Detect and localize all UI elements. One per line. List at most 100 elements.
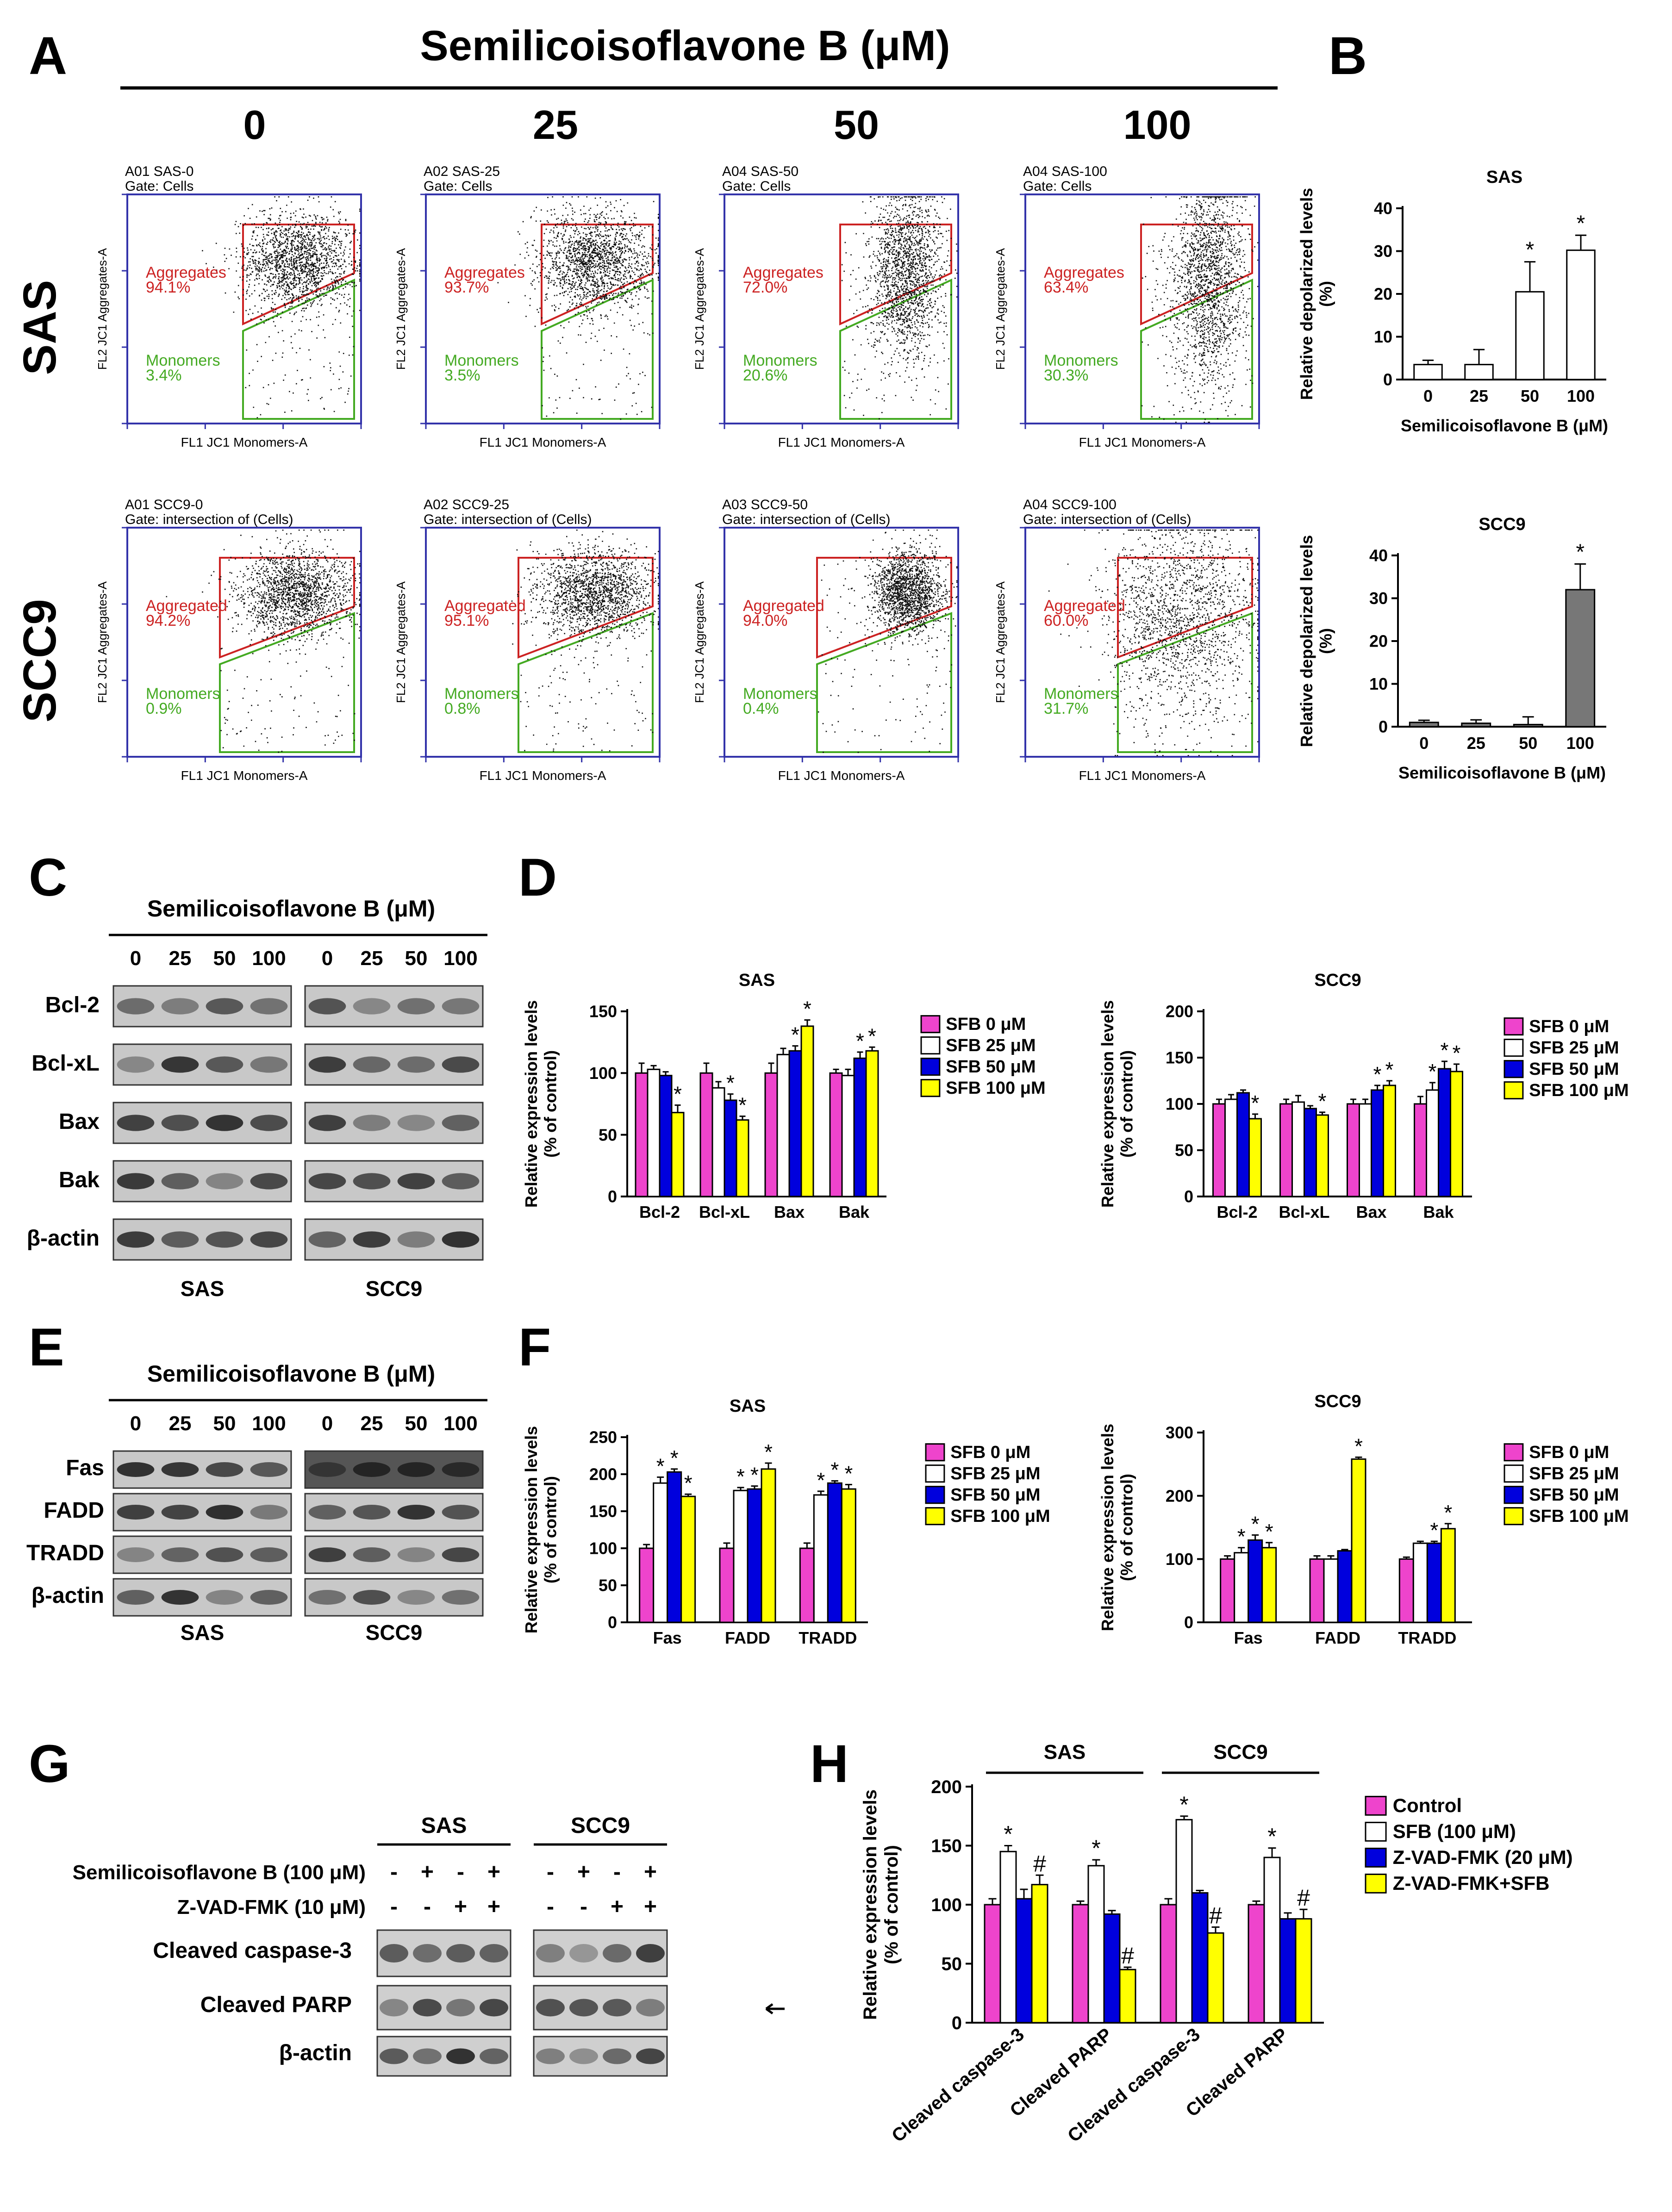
- flow-plot-name: A01 SAS-0: [125, 164, 193, 179]
- protein-band: [446, 1999, 475, 2017]
- bar: [1351, 1458, 1366, 1623]
- y-axis-label: Relative expression levels: [522, 1000, 541, 1208]
- bar: [680, 1495, 696, 1623]
- category-label: Bcl-2: [1217, 1203, 1257, 1221]
- bar: [1412, 1542, 1428, 1623]
- bar: [1263, 1857, 1281, 2024]
- legend-label: SFB 0 μM: [1529, 1443, 1609, 1462]
- chart-H: 0 50 100 150 200 Relative expression levels (%…: [860, 1777, 1324, 2146]
- monomers-gate: [518, 612, 654, 753]
- protein-band: [161, 1547, 199, 1562]
- monomers-percent: 30.3%: [1044, 367, 1088, 384]
- protein-band: [308, 1505, 346, 1520]
- protein-band: [397, 998, 435, 1015]
- bar: [1323, 1558, 1339, 1623]
- protein-band: [603, 1999, 631, 2017]
- significance-mark: *: [1430, 1518, 1438, 1542]
- aggregates-percent: 60.0%: [1044, 612, 1088, 629]
- y-tick-label: 20: [1374, 285, 1392, 304]
- protein-band: [380, 1999, 408, 2017]
- protein-band: [250, 1547, 288, 1562]
- monomers-gate: [219, 612, 355, 753]
- y-tick-label: 40: [1369, 546, 1388, 565]
- category-label: Bak: [1423, 1203, 1454, 1221]
- protein-band: [442, 1590, 480, 1605]
- blot-row-label: Cleaved PARP: [200, 1993, 352, 2017]
- y-tick-label: 100: [589, 1064, 617, 1083]
- monomers-label: Monomers: [1044, 685, 1118, 703]
- y-axis-label: Relative depolarized levels: [1297, 535, 1316, 747]
- bar: [1426, 1542, 1442, 1623]
- bar: [1383, 1084, 1396, 1197]
- protein-band: [250, 1115, 288, 1131]
- bar: [1426, 1089, 1439, 1197]
- y-axis-label: Relative expression levels: [1098, 1000, 1117, 1208]
- blot-strip: [533, 2036, 668, 2077]
- panel-label-F: F: [518, 1318, 551, 1377]
- protein-band: [353, 1115, 391, 1131]
- panel-label-G: G: [29, 1734, 70, 1794]
- treatment-sign: +: [454, 1894, 467, 1919]
- bar: [1464, 364, 1494, 380]
- lane-label: 25: [169, 947, 192, 970]
- protein-band: [206, 1462, 243, 1477]
- protein-band: [161, 1056, 199, 1073]
- aggregates-gate: [242, 224, 355, 326]
- significance-mark: *: [830, 1458, 839, 1482]
- legend-label: Z-VAD-FMK (20 μM): [1393, 1846, 1573, 1868]
- significance-mark: *: [1251, 1512, 1260, 1536]
- protein-band: [353, 1056, 391, 1073]
- flow-xlabel: FL1 JC1 Monomers-A: [480, 435, 606, 449]
- aggregates-percent: 63.4%: [1044, 279, 1088, 296]
- bar: [1337, 1550, 1353, 1623]
- flow-xlabel: FL1 JC1 Monomers-A: [1079, 435, 1206, 449]
- aggregates-label: Aggregated: [1044, 597, 1125, 615]
- protein-band: [250, 1505, 288, 1520]
- protein-band: [353, 1173, 391, 1190]
- category-label: Bak: [839, 1203, 870, 1221]
- legend-swatch: [1504, 1486, 1524, 1504]
- y-tick-label: 250: [589, 1428, 617, 1447]
- significance-mark: *: [1267, 1824, 1276, 1850]
- bar: [1295, 1918, 1312, 2024]
- y-tick-label: 150: [589, 1502, 617, 1521]
- bar: [1565, 589, 1596, 728]
- bar: [984, 1904, 1001, 2024]
- y-tick-label: 100: [589, 1539, 617, 1558]
- bar: [635, 1072, 649, 1197]
- y-tick-label: 150: [1166, 1048, 1193, 1067]
- aggregates-percent: 93.7%: [444, 279, 489, 296]
- bar: [711, 1087, 725, 1197]
- protein-band: [206, 1547, 243, 1562]
- significance-mark: *: [1318, 1089, 1327, 1113]
- protein-band: [397, 1590, 435, 1605]
- protein-band: [442, 1115, 480, 1131]
- bar: [1279, 1103, 1293, 1197]
- bar: [1414, 1103, 1427, 1197]
- y-axis-label-units: (% of control): [1117, 1474, 1136, 1581]
- y-axis-label: Relative depolarized levels: [1297, 188, 1316, 400]
- monomers-percent: 0.8%: [444, 700, 480, 717]
- bar: [788, 1050, 802, 1197]
- y-tick-label: 200: [1166, 1002, 1193, 1021]
- protein-band: [117, 1056, 155, 1073]
- treatment-sign: -: [613, 1860, 621, 1884]
- significance-mark: *: [1453, 1041, 1461, 1065]
- protein-band: [569, 1944, 598, 1963]
- blot-row-label: Bcl-2: [45, 993, 100, 1017]
- significance-mark: *: [1179, 1792, 1188, 1818]
- significance-mark: *: [1441, 1038, 1449, 1062]
- monomers-gate: [541, 278, 654, 420]
- H-group-label: SAS: [1044, 1741, 1086, 1763]
- bar: [639, 1547, 655, 1623]
- flow-ylabel: FL2 JC1 Aggregates-A: [993, 581, 1007, 703]
- bar: [1212, 1103, 1226, 1197]
- significance-mark: *: [1385, 1058, 1394, 1082]
- blot-row-label: β-actin: [31, 1583, 104, 1608]
- y-tick-label: 150: [931, 1836, 962, 1857]
- protein-band: [308, 1173, 346, 1190]
- bar: [659, 1075, 673, 1197]
- monomers-label: Monomers: [1044, 352, 1118, 369]
